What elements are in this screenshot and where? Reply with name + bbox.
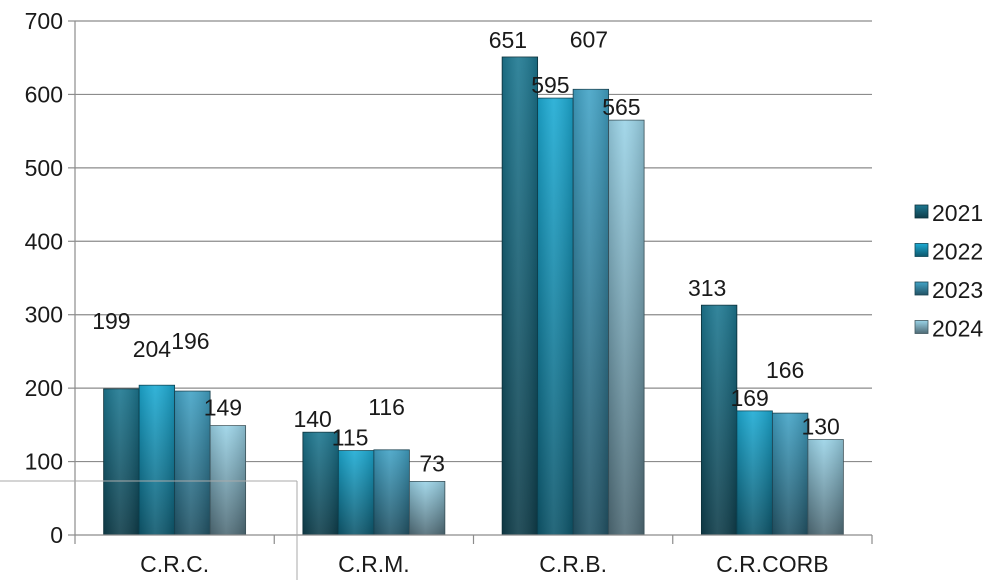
category-label: C.R.CORB [716, 551, 828, 577]
bars [103, 56, 844, 536]
data-label: 166 [766, 357, 804, 383]
bar-shading [573, 89, 609, 535]
bar-shading [139, 385, 175, 535]
bar-shading [338, 450, 374, 535]
bar-shading [701, 305, 737, 535]
bar-shading [502, 56, 538, 535]
legend: 2021 2022 2023 2024 [914, 200, 983, 342]
category-label: C.R.M. [338, 551, 410, 577]
bar-shading [210, 425, 246, 535]
data-label: 169 [730, 385, 768, 411]
y-tick-label: 700 [25, 8, 63, 34]
data-label: 140 [293, 406, 331, 432]
legend-label: 2023 [932, 277, 983, 303]
data-label: 149 [204, 395, 242, 421]
category-label: C.R.B. [539, 551, 607, 577]
axes: 0 100 200 300 400 500 600 700 C.R.C. C.R.M. C.R.B.… [0, 8, 873, 580]
y-tick-label: 0 [50, 522, 63, 548]
bar-shading [736, 410, 773, 535]
data-label: 199 [92, 308, 130, 334]
data-label: 565 [602, 94, 640, 120]
bar-shading [302, 432, 339, 535]
bar-shading [409, 481, 445, 535]
data-label: 313 [688, 275, 726, 301]
y-tick-label: 100 [25, 449, 63, 475]
data-label: 73 [419, 450, 445, 476]
data-label: 116 [368, 394, 405, 420]
legend-label: 2024 [932, 316, 983, 342]
legend-label: 2021 [932, 200, 983, 226]
bar-shading [772, 413, 808, 535]
y-tick-label: 200 [25, 375, 63, 401]
bar-shading [174, 391, 211, 535]
legend-swatch [914, 320, 929, 334]
data-label: 130 [801, 414, 839, 440]
bar-shading [608, 120, 645, 535]
data-label: 115 [332, 425, 369, 451]
legend-swatch [914, 243, 929, 257]
y-tick-label: 300 [25, 302, 63, 328]
data-label: 595 [531, 72, 569, 98]
bar-shading [373, 449, 410, 535]
legend-swatch [914, 281, 929, 296]
data-label: 204 [133, 336, 172, 362]
bar-shading [537, 98, 574, 535]
data-label: 651 [489, 27, 527, 53]
legend-swatch [914, 204, 929, 219]
y-tick-label: 500 [25, 155, 63, 181]
y-tick-label: 400 [25, 228, 63, 254]
bar-shading [103, 388, 140, 535]
bar-shading [807, 439, 844, 535]
category-label: C.R.C. [140, 551, 209, 577]
y-tick-label: 600 [25, 81, 63, 107]
data-label: 196 [171, 328, 209, 354]
data-label: 607 [570, 26, 608, 52]
gridlines [75, 20, 872, 463]
legend-label: 2022 [932, 239, 983, 265]
